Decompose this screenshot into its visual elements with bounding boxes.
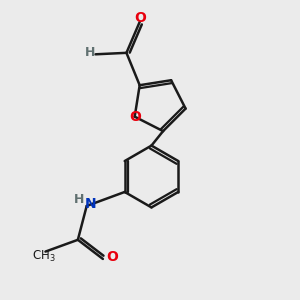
Text: CH$_3$: CH$_3$ bbox=[32, 249, 56, 264]
Text: N: N bbox=[84, 197, 96, 212]
Text: O: O bbox=[106, 250, 118, 265]
Text: O: O bbox=[129, 110, 141, 124]
Text: H: H bbox=[85, 46, 95, 59]
Text: H: H bbox=[74, 193, 85, 206]
Text: O: O bbox=[134, 11, 146, 25]
